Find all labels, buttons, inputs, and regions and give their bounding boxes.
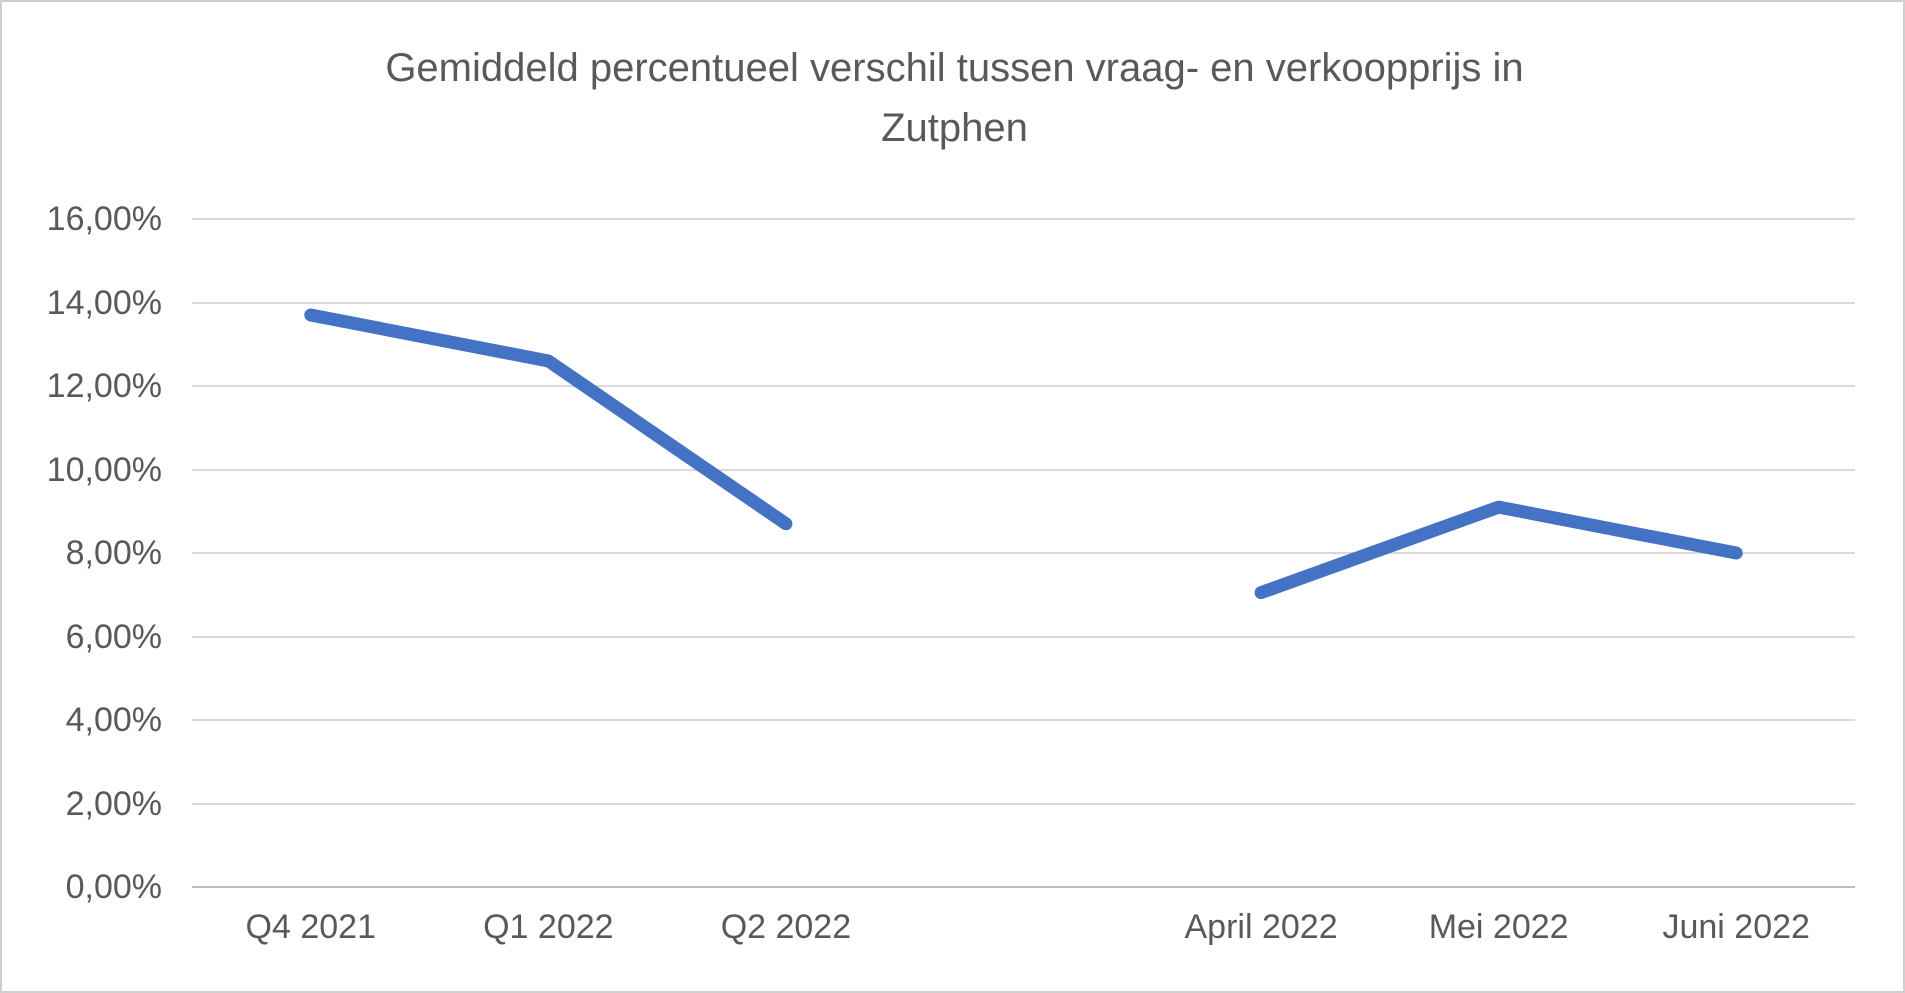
gridline xyxy=(192,635,1855,638)
y-tick-label: 0,00% xyxy=(65,868,162,906)
gridline xyxy=(192,218,1855,220)
gridline xyxy=(192,802,1855,805)
y-tick-label: 2,00% xyxy=(65,784,162,823)
series-line-segment xyxy=(1254,500,1743,600)
x-tick-label: Q4 2021 xyxy=(245,908,376,946)
gridline xyxy=(192,719,1855,721)
series-line-segment xyxy=(304,308,793,531)
y-tick-label: 4,00% xyxy=(65,701,162,739)
x-tick-label: April 2022 xyxy=(1184,908,1338,946)
y-tick-label: 16,00% xyxy=(46,200,162,238)
gridline xyxy=(192,385,1855,387)
y-tick-label: 14,00% xyxy=(46,283,162,322)
x-tick-label: Q1 2022 xyxy=(483,908,614,946)
plot-area xyxy=(192,218,1855,888)
gridline xyxy=(192,301,1855,304)
x-tick-label: Q2 2022 xyxy=(720,908,852,946)
y-tick-label: 12,00% xyxy=(46,367,162,405)
chart-title: Gemiddeld percentueel verschil tussen vr… xyxy=(385,46,1524,150)
x-tick-label: Juni 2022 xyxy=(1662,908,1810,946)
y-tick-label: 8,00% xyxy=(65,534,162,572)
y-tick-label: 10,00% xyxy=(46,450,162,489)
y-tick-label: 6,00% xyxy=(65,617,162,656)
x-tick-label: Mei 2022 xyxy=(1428,908,1569,946)
x-axis-line xyxy=(192,886,1855,888)
line-series xyxy=(304,308,1743,600)
gridline xyxy=(192,468,1855,471)
gridline xyxy=(192,552,1855,554)
